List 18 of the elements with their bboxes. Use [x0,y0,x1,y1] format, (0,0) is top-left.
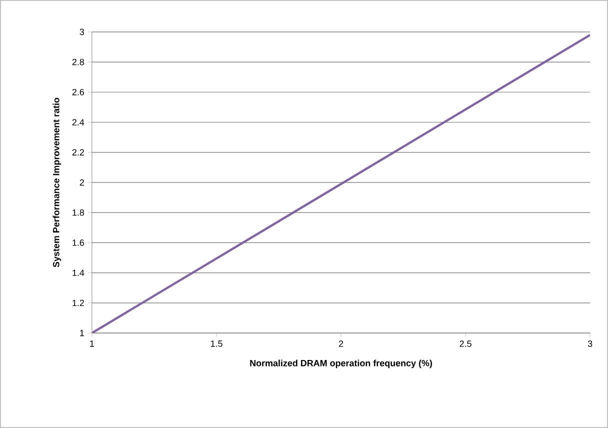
y-tick-label: 3 [80,28,84,36]
y-tick-label: 2.2 [72,149,84,156]
y-tick-label: 2.6 [72,88,84,96]
y-tick-label: 1.8 [72,209,84,216]
x-axis-title: Normalized DRAM operation frequency (%) [250,360,432,368]
y-tick-label: 1.2 [72,300,84,306]
y-tick-label: 1 [80,330,84,336]
x-tick-label: 2 [338,340,344,347]
y-tick-label: 2.4 [72,119,84,126]
y-tick-label: 2.8 [72,58,84,66]
y-tick-label: 1.4 [72,270,84,276]
x-tick-label: 3 [588,340,592,347]
x-tick-label: 2.5 [460,340,472,347]
y-axis-title: System Performance Improvement ratio [52,98,62,268]
y-tick-label: 2 [80,179,84,186]
x-tick-label: 1.5 [210,340,222,347]
y-tick-label: 1.6 [72,240,84,246]
x-tick-label: 1 [90,340,94,347]
